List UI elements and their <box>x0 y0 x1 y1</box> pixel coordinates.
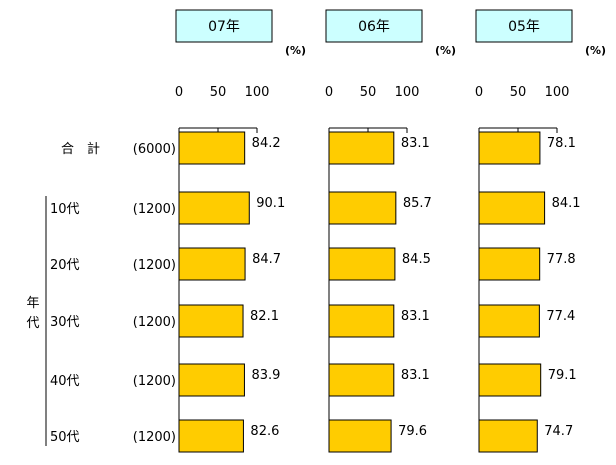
bar <box>328 191 397 225</box>
bar <box>178 131 246 165</box>
row-count-label: (1200) <box>133 374 176 389</box>
bar-value-label: 83.1 <box>401 136 430 151</box>
bar <box>478 247 541 281</box>
bar <box>328 419 392 453</box>
bar-value-label: 84.7 <box>252 252 281 267</box>
x-tick-label: 100 <box>395 85 420 100</box>
bar-value-label: 90.1 <box>256 196 285 211</box>
row-count-label: (1200) <box>133 430 176 445</box>
bar-value-label: 77.8 <box>547 252 576 267</box>
x-tick-label: 100 <box>545 85 570 100</box>
bar <box>178 363 245 397</box>
bar <box>328 131 395 165</box>
x-tick-label: 50 <box>210 85 227 100</box>
bar-value-label: 79.6 <box>398 424 427 439</box>
bar-value-label: 79.1 <box>548 368 577 383</box>
bar-value-label: 85.7 <box>403 196 432 211</box>
bar <box>178 191 250 225</box>
panel-title-box <box>325 9 423 43</box>
row-count-label: (1200) <box>133 315 176 330</box>
panel-title: 06年 <box>358 19 390 35</box>
bar-value-label: 83.9 <box>251 368 280 383</box>
bar-value-label: 83.1 <box>401 368 430 383</box>
bar <box>328 363 395 397</box>
x-tick-label: 100 <box>245 85 270 100</box>
bar <box>178 304 244 338</box>
row-label: 30代 <box>50 315 80 330</box>
x-tick-label: 0 <box>325 85 333 100</box>
row-count-label: (6000) <box>133 142 176 157</box>
bar-value-label: 82.6 <box>250 424 279 439</box>
bar-value-label: 84.2 <box>252 136 281 151</box>
row-count-label: (1200) <box>133 202 176 217</box>
bar <box>178 419 244 453</box>
row-count-label: (1200) <box>133 258 176 273</box>
x-tick-label: 50 <box>510 85 527 100</box>
row-label: 合 計 <box>61 141 100 157</box>
bar-value-label: 82.1 <box>250 309 279 324</box>
bar <box>478 304 540 338</box>
x-tick-label: 0 <box>475 85 483 100</box>
panel-title: 07年 <box>208 19 240 35</box>
bar <box>178 247 246 281</box>
row-group-label: 代 <box>26 316 39 331</box>
bar-value-label: 84.5 <box>402 252 431 267</box>
bar <box>478 131 541 165</box>
row-label: 10代 <box>50 202 80 217</box>
bar <box>328 247 396 281</box>
x-tick-label: 50 <box>360 85 377 100</box>
row-label: 20代 <box>50 258 80 273</box>
bar-value-label: 83.1 <box>401 309 430 324</box>
unit-label: (%) <box>435 44 456 57</box>
row-group-label: 年 <box>26 296 39 311</box>
bar <box>478 191 546 225</box>
bar <box>478 419 538 453</box>
bar <box>478 363 542 397</box>
panel-title-box <box>475 9 573 43</box>
bar-value-label: 78.1 <box>547 136 576 151</box>
panel-title: 05年 <box>508 19 540 35</box>
x-tick-label: 0 <box>175 85 183 100</box>
unit-label: (%) <box>285 44 306 57</box>
unit-label: (%) <box>585 44 606 57</box>
bar <box>328 304 395 338</box>
row-label: 50代 <box>50 430 80 445</box>
panel-title-box <box>175 9 273 43</box>
row-label: 40代 <box>50 374 80 389</box>
bar-value-label: 77.4 <box>546 309 575 324</box>
bar-value-label: 84.1 <box>552 196 581 211</box>
bar-value-label: 74.7 <box>544 424 573 439</box>
